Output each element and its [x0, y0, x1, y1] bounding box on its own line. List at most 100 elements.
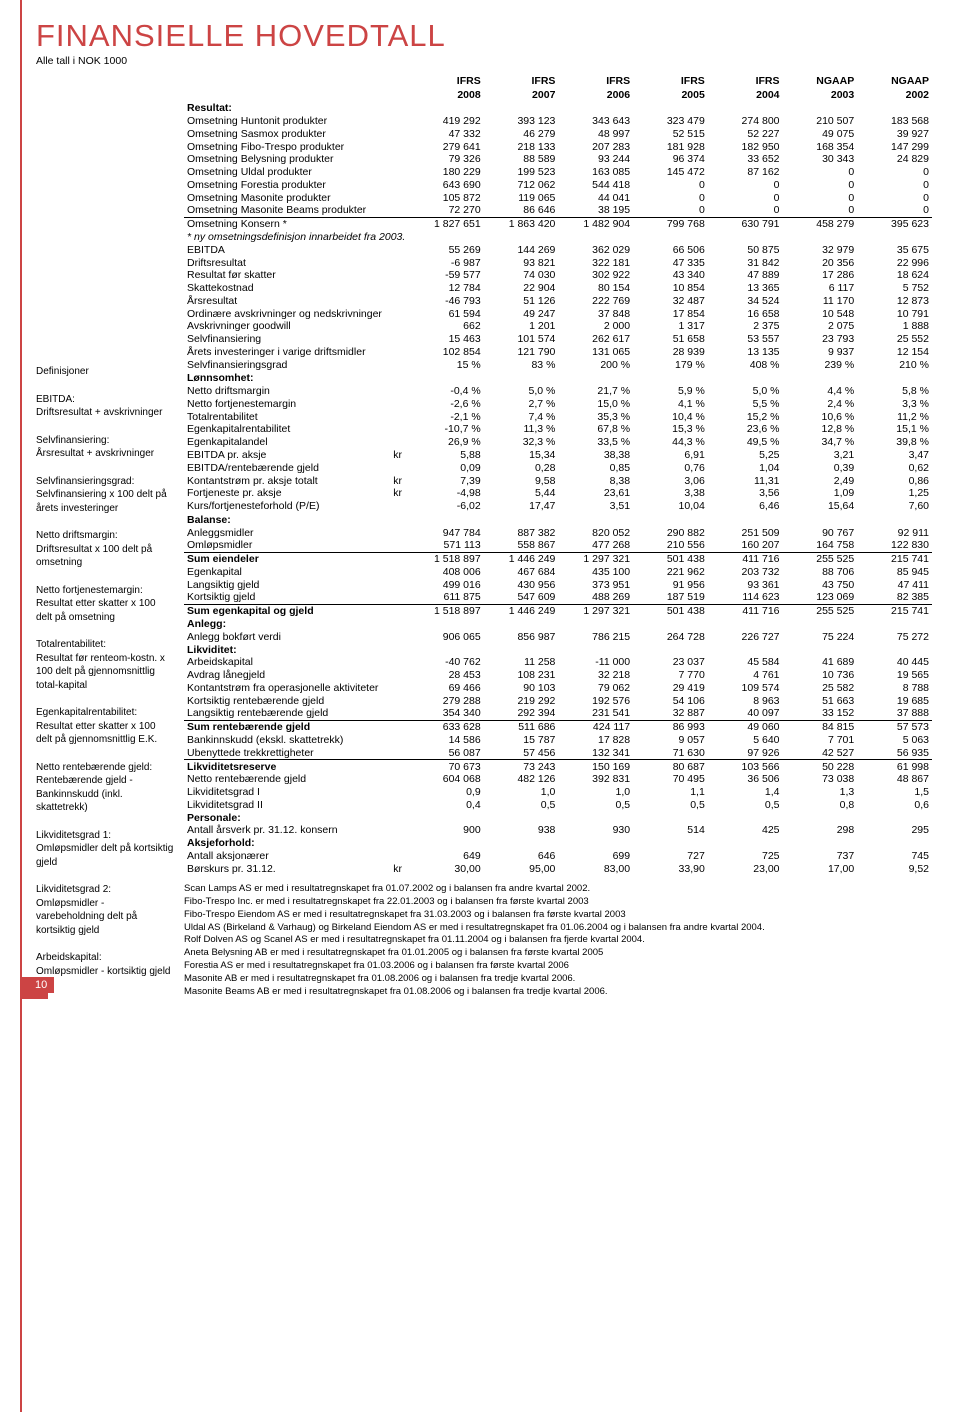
table-row: Netto rentebærende gjeld604 068482 12639… — [184, 773, 932, 786]
table-cell: 3,3 % — [857, 398, 932, 411]
table-row: Aksjeforhold: — [184, 837, 932, 850]
table-cell: Likviditetsgrad II — [184, 799, 409, 812]
table-cell: 3,56 — [708, 487, 783, 500]
table-cell: 160 207 — [708, 539, 783, 552]
table-cell — [857, 372, 932, 385]
table-row: Kurs/fortjenesteforhold (P/E)-6,0217,473… — [184, 500, 932, 513]
table-cell: 0,6 — [857, 799, 932, 812]
table-cell: 279 641 — [409, 140, 484, 153]
table-cell: 5 640 — [708, 734, 783, 747]
table-cell: 79 062 — [558, 682, 633, 695]
page-number: 10 — [28, 977, 54, 993]
table-cell: Avskrivninger goodwill — [184, 320, 409, 333]
table-cell — [558, 837, 633, 850]
table-cell: 207 283 — [558, 140, 633, 153]
table-row: Omsetning Uldal produkter180 229199 5231… — [184, 166, 932, 179]
table-cell — [409, 231, 484, 244]
table-cell: Antall årsverk pr. 31.12. konsern — [184, 824, 409, 837]
table-cell: 103 566 — [708, 760, 783, 773]
col-header: NGAAP — [857, 75, 932, 88]
col-header — [184, 88, 409, 101]
table-cell: 79 326 — [409, 153, 484, 166]
table-cell: Antall aksjonærer — [184, 850, 409, 863]
footnote-line: Masonite Beams AB er med i resultatregns… — [184, 986, 932, 999]
table-cell: Bankinnskudd (ekskl. skattetrekk) — [184, 734, 409, 747]
table-row: Arbeidskapital-40 76211 258-11 00023 037… — [184, 656, 932, 669]
table-cell: 0,09 — [409, 461, 484, 474]
table-cell: 168 354 — [783, 140, 858, 153]
table-cell: 343 643 — [558, 115, 633, 128]
table-cell: 1 482 904 — [558, 217, 633, 230]
table-cell: Omsetning Forestia produkter — [184, 178, 409, 191]
table-cell: -59 577 — [409, 269, 484, 282]
table-cell: 70 495 — [633, 773, 708, 786]
table-cell: 179 % — [633, 358, 708, 371]
table-cell: 373 951 — [558, 578, 633, 591]
footnotes: Scan Lamps AS er med i resultatregnskape… — [184, 883, 932, 998]
table-cell: 0 — [857, 166, 932, 179]
table-cell: 0 — [783, 191, 858, 204]
table-cell: 12 154 — [857, 346, 932, 359]
table-cell: 90 767 — [783, 526, 858, 539]
table-row: Likviditetsreserve70 67373 243150 16980 … — [184, 760, 932, 773]
col-header: IFRS — [484, 75, 559, 88]
table-cell: 32 979 — [783, 243, 858, 256]
table-cell: 75 272 — [857, 630, 932, 643]
table-cell: 712 062 — [484, 178, 559, 191]
table-cell: 12 873 — [857, 295, 932, 308]
table-cell: 108 231 — [484, 669, 559, 682]
table-cell: 1 446 249 — [484, 552, 559, 565]
table-cell: 5,8 % — [857, 385, 932, 398]
table-cell: 29 419 — [633, 682, 708, 695]
table-cell: 1 888 — [857, 320, 932, 333]
table-cell: 467 684 — [484, 565, 559, 578]
table-cell: 9 057 — [633, 734, 708, 747]
table-cell: Anlegg bokført verdi — [184, 630, 409, 643]
table-cell: Omsetning Fibo-Trespo produkter — [184, 140, 409, 153]
table-cell: Kontantstrøm pr. aksje totaltkr — [184, 474, 409, 487]
table-row: Omsetning Masonite Beams produkter72 270… — [184, 204, 932, 217]
table-cell: 226 727 — [708, 630, 783, 643]
table-cell: Kontantstrøm fra operasjonelle aktivitet… — [184, 682, 409, 695]
table-cell: Selvfinansieringsgrad — [184, 358, 409, 371]
table-cell: 856 987 — [484, 630, 559, 643]
table-cell: Omsetning Huntonit produkter — [184, 115, 409, 128]
table-cell: Personale: — [184, 811, 409, 824]
table-cell: 6,46 — [708, 500, 783, 513]
table-cell: 5,0 % — [708, 385, 783, 398]
table-cell: 1 827 651 — [409, 217, 484, 230]
table-cell: 44,3 % — [633, 436, 708, 449]
table-cell: Børskurs pr. 31.12.kr — [184, 862, 409, 875]
table-cell: Egenkapitalandel — [184, 436, 409, 449]
table-cell: Omsetning Masonite Beams produkter — [184, 204, 409, 217]
table-cell: 0 — [857, 191, 932, 204]
table-cell: 83,00 — [558, 862, 633, 875]
table-cell: 183 568 — [857, 115, 932, 128]
table-cell: 22 904 — [484, 282, 559, 295]
col-header: NGAAP — [783, 75, 858, 88]
table-cell: 5,44 — [484, 487, 559, 500]
table-cell: 0,85 — [558, 461, 633, 474]
table-cell: 5,25 — [708, 449, 783, 462]
table-cell: 643 690 — [409, 178, 484, 191]
table-cell: 10 548 — [783, 307, 858, 320]
table-cell: 393 123 — [484, 115, 559, 128]
table-cell: 411 716 — [708, 604, 783, 617]
table-cell — [409, 643, 484, 656]
table-cell — [409, 102, 484, 115]
table-cell: 0 — [708, 178, 783, 191]
table-row: Antall aksjonærer649646699727725737745 — [184, 850, 932, 863]
col-header: IFRS — [708, 75, 783, 88]
table-cell — [558, 513, 633, 526]
table-row: Lønnsomhet: — [184, 372, 932, 385]
table-row: Omsetning Belysning produkter79 32688 58… — [184, 153, 932, 166]
table-cell: 411 716 — [708, 552, 783, 565]
table-cell: 51 658 — [633, 333, 708, 346]
table-cell: 86 646 — [484, 204, 559, 217]
table-cell — [558, 643, 633, 656]
table-cell: 132 341 — [558, 746, 633, 759]
table-cell — [708, 811, 783, 824]
table-cell: 0 — [783, 178, 858, 191]
table-cell: 0,8 — [783, 799, 858, 812]
table-cell: 40 445 — [857, 656, 932, 669]
